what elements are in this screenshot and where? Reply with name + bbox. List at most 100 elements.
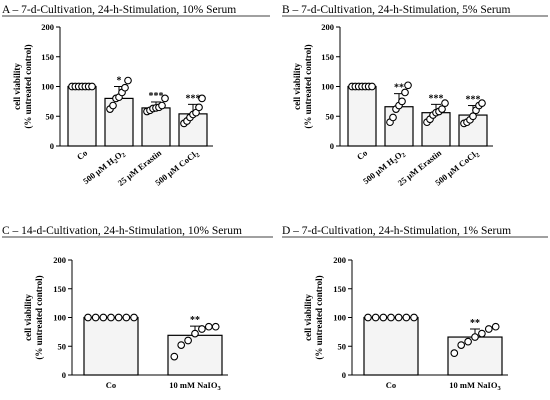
- subscript: 2: [475, 152, 482, 160]
- data-point: [387, 313, 395, 322]
- data-point: [401, 88, 409, 97]
- data-point: [84, 313, 92, 322]
- y-tick-label: 0: [342, 370, 346, 380]
- data-point: [491, 322, 500, 331]
- y-tick-label: 100: [333, 313, 346, 323]
- bar: [167, 334, 223, 376]
- x-tick-label: 10 mM NaIO3: [169, 380, 221, 392]
- data-point: [130, 313, 138, 322]
- y-tick-label: 50: [326, 111, 335, 121]
- data-point: [184, 336, 192, 345]
- data-point: [158, 101, 166, 110]
- significance-marker: *: [117, 76, 122, 87]
- data-point: [402, 313, 411, 322]
- subscript: 2: [401, 152, 408, 160]
- y-axis-label: cell viability: [292, 63, 302, 110]
- y-tick-label: 200: [333, 255, 346, 265]
- data-point: [109, 101, 117, 110]
- y-tick-label: 50: [338, 341, 347, 351]
- data-point: [170, 352, 179, 361]
- y-tick-label: 50: [46, 111, 55, 121]
- significance-marker: **: [394, 83, 404, 94]
- subscript: 2: [121, 152, 128, 160]
- y-tick-label: 50: [58, 341, 67, 351]
- data-point: [484, 325, 493, 333]
- data-point: [441, 99, 449, 108]
- y-tick-label: 200: [321, 22, 334, 32]
- subscript: 2: [113, 158, 120, 166]
- data-point: [404, 81, 412, 90]
- bar: [347, 85, 377, 147]
- x-tick-label: 10 mM NaIO3: [449, 380, 501, 392]
- data-point: [389, 113, 397, 122]
- chart-panel-2: B – 7-d-Cultivation, 24-h-Stimulation, 5…: [282, 4, 548, 189]
- chart-title: B – 7-d-Cultivation, 24-h-Stimulation, 5…: [282, 4, 510, 16]
- data-point: [410, 313, 418, 322]
- data-point: [464, 337, 472, 346]
- y-tick-label: 200: [41, 22, 54, 32]
- data-point: [398, 97, 406, 106]
- significance-marker: ***: [466, 95, 481, 106]
- y-tick-label: 150: [41, 52, 54, 62]
- data-point: [124, 76, 132, 85]
- subscript: 3: [217, 385, 221, 392]
- bar: [384, 106, 414, 147]
- data-point: [469, 112, 477, 121]
- subscript: 3: [497, 385, 501, 392]
- x-tick-label: Co: [75, 148, 89, 162]
- chart-panel-4: D – 7-d-Cultivation, 24-h-Stimulation, 1…: [282, 225, 548, 392]
- subscript: 2: [195, 152, 202, 160]
- subscript: 2: [393, 158, 400, 166]
- bar: [421, 112, 451, 147]
- significance-marker: **: [470, 318, 480, 329]
- significance-marker: **: [190, 315, 200, 326]
- data-point: [198, 94, 206, 103]
- data-point: [177, 341, 186, 349]
- significance-marker: ***: [186, 93, 201, 104]
- y-tick-label: 100: [41, 82, 54, 92]
- y-tick-label: 0: [62, 370, 66, 380]
- data-point: [198, 325, 206, 333]
- data-point: [122, 313, 131, 322]
- x-tick-label: Co: [386, 380, 396, 390]
- data-point: [364, 313, 372, 322]
- bar: [447, 336, 503, 376]
- y-tick-label: 150: [321, 52, 334, 62]
- chart-title: A – 7-d-Cultivation, 24-h-Stimulation, 1…: [2, 4, 236, 16]
- significance-marker: ***: [149, 91, 164, 102]
- y-tick-label: 0: [50, 141, 54, 151]
- data-point: [121, 83, 129, 92]
- bar: [363, 316, 419, 376]
- data-point: [161, 94, 169, 103]
- data-point: [471, 333, 479, 341]
- y-axis-label: cell viability: [12, 63, 22, 110]
- data-point: [478, 99, 486, 108]
- chart-title: D – 7-d-Cultivation, 24-h-Stimulation, 1…: [282, 225, 511, 237]
- y-tick-label: 200: [53, 255, 66, 265]
- data-point: [438, 105, 446, 113]
- data-point: [204, 322, 213, 331]
- x-tick-label: Co: [106, 380, 116, 390]
- y-axis-label: cell viability: [23, 294, 33, 341]
- data-point: [195, 103, 203, 112]
- y-tick-label: 100: [53, 313, 66, 323]
- chart-panel-3: C – 14-d-Cultivation, 24-h-Stimulation, …: [2, 225, 273, 392]
- data-point: [211, 322, 220, 331]
- y-tick-label: 150: [333, 284, 346, 294]
- chart-title: C – 14-d-Cultivation, 24-h-Stimulation, …: [2, 225, 242, 237]
- y-axis-label: (% untreated control): [23, 44, 33, 128]
- data-point: [394, 313, 403, 322]
- data-point: [91, 313, 100, 322]
- label-part: O: [112, 149, 124, 161]
- data-point: [379, 313, 388, 322]
- data-point: [457, 341, 466, 349]
- data-point: [99, 313, 108, 322]
- data-point: [114, 313, 123, 322]
- bar: [83, 316, 139, 376]
- y-axis-label: (% untreated control): [303, 44, 313, 128]
- data-point: [88, 82, 96, 91]
- chart-panel-1: A – 7-d-Cultivation, 24-h-Stimulation, 1…: [2, 4, 270, 189]
- data-point: [478, 329, 486, 338]
- y-tick-label: 150: [53, 284, 66, 294]
